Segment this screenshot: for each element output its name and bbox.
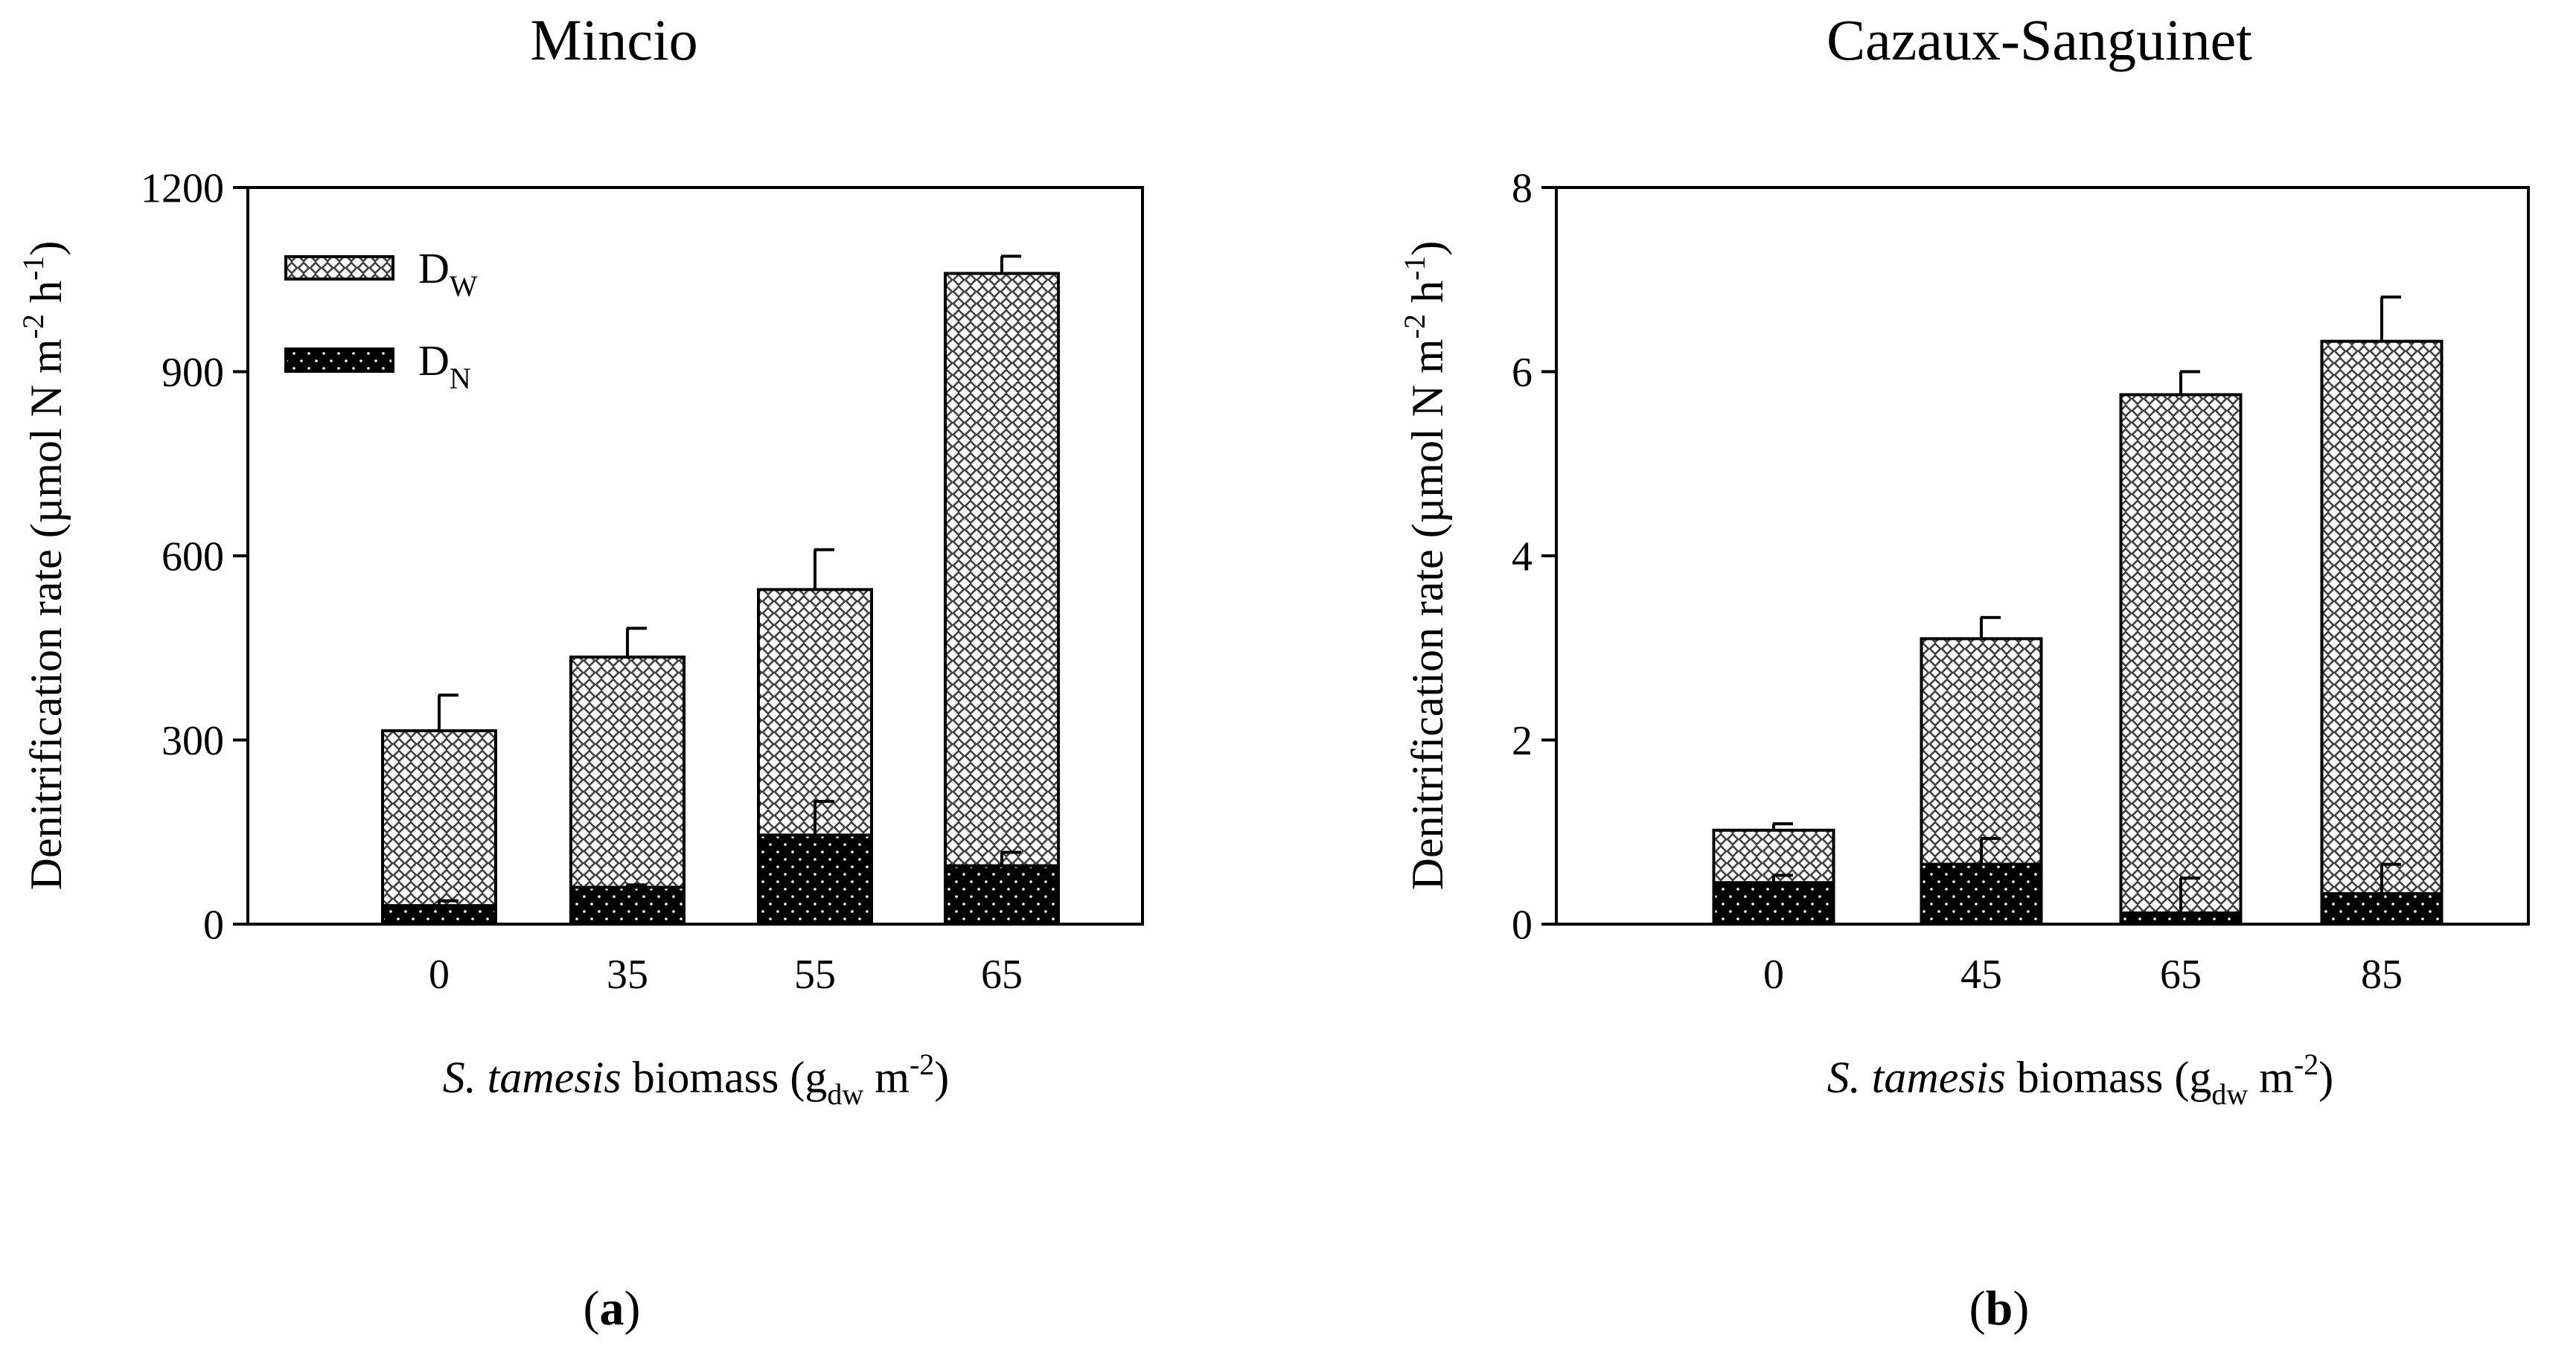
bar-dn-b-0: [1712, 881, 1835, 926]
x-tick-label-a: 65: [981, 952, 1023, 998]
y-tick-label-b: 4: [1512, 534, 1533, 580]
plot-area-a: 0 300 600 900 1200 0 35 55 65 DW DN: [141, 166, 1144, 998]
y-tick-label-a: 900: [162, 350, 224, 396]
bar-dn-a-0: [381, 904, 497, 926]
legend-swatch-a: [284, 347, 394, 373]
y-axis-label-b: Denitrification rate (µmol N m-2 h-1): [1398, 241, 1452, 891]
bar-dw-a-55: [757, 588, 873, 837]
bar-dw-b-85: [2320, 339, 2444, 896]
legend-label-a: DN: [418, 336, 471, 395]
y-tick-label-b: 6: [1512, 350, 1533, 396]
x-tick-label-b: 65: [2160, 952, 2202, 998]
bar-dn-b-65: [2119, 911, 2243, 926]
plot-area-b: 0 2 4 6 8 0 45 65 85: [1512, 166, 2530, 998]
x-axis-label-b: S. tamesis biomass (gdw m-2): [1827, 1048, 2334, 1111]
x-axis-label-a: S. tamesis biomass (gdw m-2): [443, 1048, 950, 1111]
y-tick-label-a: 0: [203, 903, 224, 949]
chart-panel-a: Mincio 0 300 600 900 1200 0 35 55 65 DW DN Denitri…: [16, 7, 1144, 1336]
x-tick-label-b: 85: [2361, 952, 2403, 998]
chart-title-a: Mincio: [530, 7, 697, 72]
y-axis-label-a: Denitrification rate (µmol N m-2 h-1): [16, 241, 71, 891]
panel-label-a: (a): [584, 1281, 641, 1336]
bar-dw-b-65: [2119, 393, 2243, 915]
chart-panel-b: Cazaux-Sanguinet 0 2 4 6 8 0 45 65 85 Denitrific…: [1398, 7, 2530, 1336]
y-tick-label-b: 8: [1512, 166, 1533, 212]
bar-dn-b-85: [2320, 892, 2444, 926]
y-tick-label-b: 0: [1512, 903, 1533, 949]
bar-dw-b-45: [1920, 637, 2043, 866]
bar-dn-b-45: [1920, 862, 2043, 926]
x-tick-label-a: 55: [794, 952, 836, 998]
bar-dn-a-65: [944, 864, 1060, 926]
x-tick-label-a: 0: [429, 952, 450, 998]
x-tick-label-a: 35: [607, 952, 648, 998]
y-tick-label-a: 600: [162, 534, 224, 580]
bar-dw-a-0: [381, 729, 497, 908]
bar-dn-a-55: [757, 833, 873, 926]
chart-title-b: Cazaux-Sanguinet: [1826, 7, 2252, 72]
y-tick-label-a: 1200: [141, 166, 224, 212]
legend-a: DW DN: [284, 244, 478, 395]
y-tick-label-b: 2: [1512, 718, 1533, 764]
bar-dn-a-35: [569, 885, 685, 926]
bar-dw-a-65: [944, 272, 1060, 868]
x-tick-label-b: 0: [1763, 952, 1784, 998]
x-tick-label-b: 45: [1960, 952, 2002, 998]
panel-label-b: (b): [1969, 1281, 2030, 1336]
y-tick-label-a: 300: [162, 718, 224, 764]
bar-dw-a-35: [569, 656, 685, 889]
legend-label-a: DW: [418, 244, 478, 303]
legend-swatch-a: [284, 255, 394, 281]
